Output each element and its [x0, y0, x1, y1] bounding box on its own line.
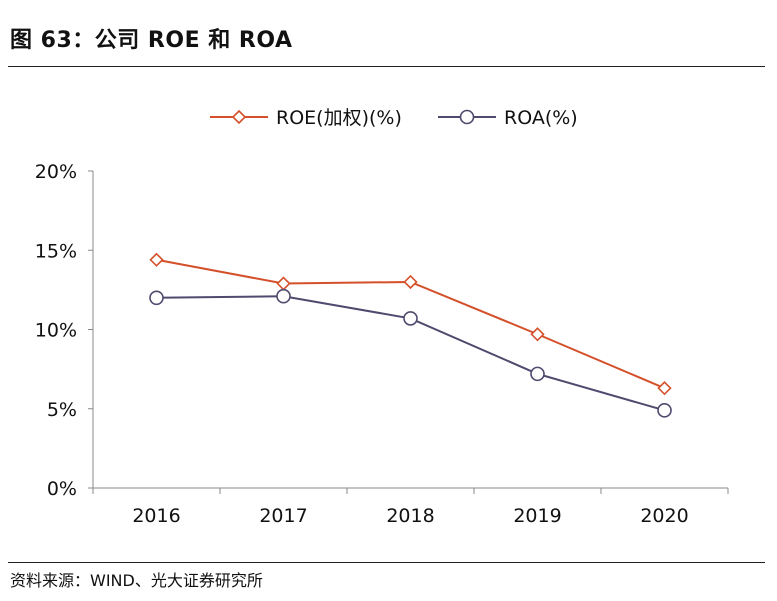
roe-point [403, 274, 418, 290]
x-tick-label: 2017 [259, 505, 307, 527]
x-tick-label: 2020 [640, 505, 688, 527]
y-tick-label: 15% [35, 240, 77, 262]
title-rule [8, 66, 765, 67]
source-rule [8, 562, 765, 563]
series-layer [149, 252, 672, 418]
source-note: 资料来源：WIND、光大证券研究所 [10, 571, 263, 590]
x-tick-label: 2018 [386, 505, 434, 527]
y-tick-label: 10% [35, 320, 77, 342]
legend-label: ROE(加权)(%) [276, 107, 402, 129]
legend: ROE(加权)(%) ROA(%) [210, 107, 578, 129]
legend-marker [459, 109, 475, 125]
y-tick-label: 5% [47, 399, 77, 421]
roa-point [403, 311, 418, 326]
y-tick-label: 0% [47, 478, 77, 500]
roe-point [276, 276, 291, 291]
x-tick-label: 2016 [132, 505, 180, 527]
roa-point [149, 290, 164, 306]
roe-point [149, 252, 164, 267]
legend-marker [231, 109, 247, 125]
roa-point [657, 403, 672, 418]
roe-point [657, 381, 672, 396]
figure-title: 图 63：公司 ROE 和 ROA [10, 28, 293, 53]
roa-point [276, 288, 291, 304]
x-tick-label: 2019 [513, 505, 561, 527]
y-tick-label: 20% [35, 161, 77, 183]
line-chart: ROE(加权)(%) ROA(%) 0% 5% 10% 15% 20% 2016 2017 20… [35, 107, 729, 527]
roe-point [530, 327, 545, 342]
legend-label: ROA(%) [504, 107, 578, 129]
roa-point [530, 366, 545, 382]
axes: 0% 5% 10% 15% 20% 2016 2017 2018 2019 2020 [35, 161, 729, 527]
